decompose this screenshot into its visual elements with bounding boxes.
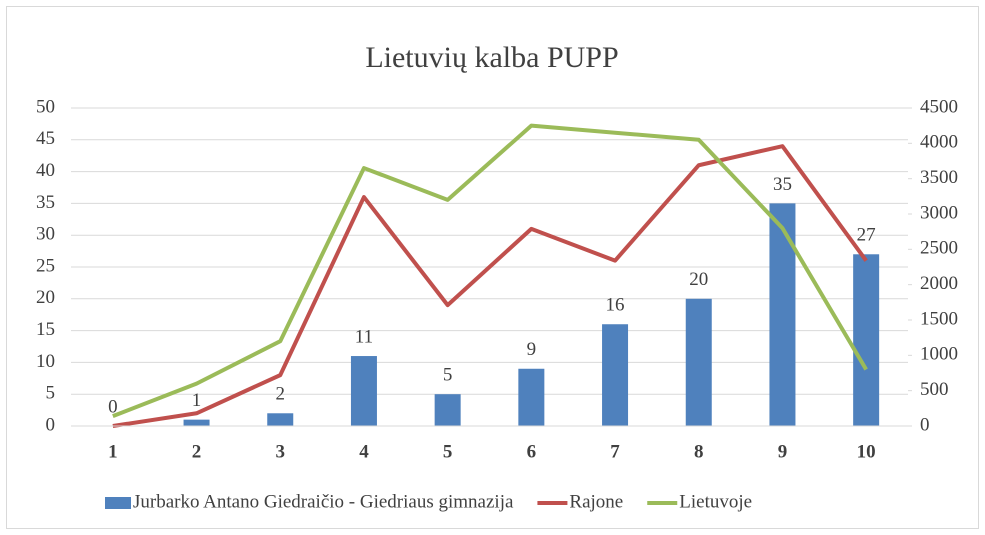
y-tick-label: 45	[36, 128, 55, 149]
bar	[602, 324, 629, 426]
x-tick-label: 10	[857, 441, 876, 462]
data-label: 11	[355, 326, 373, 347]
bar	[350, 356, 377, 426]
y2-tick-label: 3500	[920, 167, 958, 188]
y2-tick-label: 0	[920, 414, 930, 435]
x-tick-label: 7	[610, 441, 620, 462]
data-label: 27	[857, 225, 876, 246]
bar	[518, 368, 545, 426]
y2-tick-label: 3000	[920, 202, 958, 223]
chart-title: Lietuvių kalba PUPP	[365, 41, 618, 74]
y-tick-label: 40	[36, 160, 55, 181]
x-tick-label: 9	[778, 441, 788, 462]
bar	[685, 298, 712, 426]
y2-tick-label: 2500	[920, 238, 958, 259]
data-label: 16	[606, 295, 625, 316]
bar	[853, 254, 880, 426]
line-series	[112, 144, 868, 428]
data-label: 1	[192, 390, 202, 411]
legend-label: Rajone	[569, 491, 623, 512]
bar	[267, 413, 294, 426]
data-label: 9	[527, 339, 537, 360]
x-tick-label: 5	[443, 441, 453, 462]
data-label: 2	[276, 384, 286, 405]
bar	[434, 394, 461, 426]
y2-tick-label: 500	[920, 379, 949, 400]
line-series	[112, 123, 868, 418]
y2-tick-label: 4500	[920, 96, 958, 117]
y-tick-label: 10	[36, 351, 55, 372]
data-label: 20	[689, 269, 708, 290]
legend-label: Jurbarko Antano Giedraičio - Giedriaus g…	[133, 491, 514, 512]
y-tick-label: 25	[36, 255, 55, 276]
x-tick-label: 2	[192, 441, 202, 462]
data-label: 0	[108, 396, 118, 417]
bar	[183, 419, 210, 426]
data-label: 5	[443, 365, 453, 386]
y-tick-label: 20	[36, 287, 55, 308]
x-tick-label: 8	[694, 441, 704, 462]
x-tick-label: 1	[108, 441, 118, 462]
y-tick-label: 50	[36, 96, 55, 117]
y2-tick-label: 4000	[920, 132, 958, 153]
data-label: 35	[773, 174, 792, 195]
y-tick-label: 15	[36, 319, 55, 340]
x-tick-label: 4	[359, 441, 369, 462]
y2-tick-label: 1500	[920, 308, 958, 329]
y-tick-label: 30	[36, 224, 55, 245]
y2-tick-label: 2000	[920, 273, 958, 294]
x-tick-label: 3	[276, 441, 286, 462]
legend-label: Lietuvoje	[679, 491, 752, 512]
y-tick-label: 35	[36, 192, 55, 213]
y-tick-label: 5	[46, 383, 56, 404]
x-tick-label: 6	[527, 441, 537, 462]
y-tick-label: 0	[46, 414, 56, 435]
legend-swatch	[105, 497, 131, 509]
y2-tick-label: 1000	[920, 344, 958, 365]
bar	[769, 203, 796, 426]
